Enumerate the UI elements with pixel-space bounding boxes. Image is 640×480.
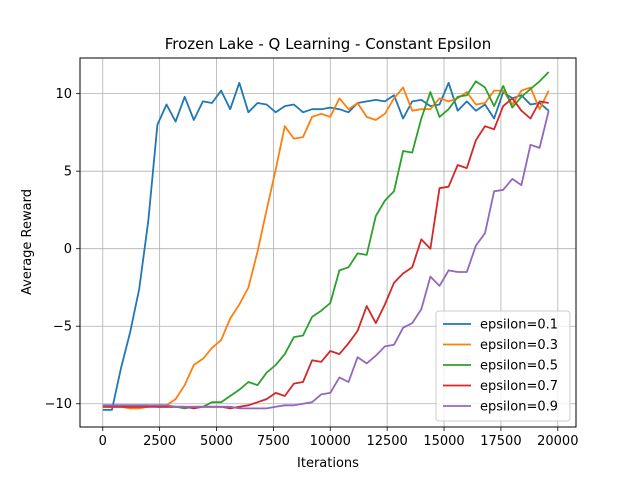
x-axis-label: Iterations bbox=[297, 456, 359, 471]
x-tick-label: 5000 bbox=[200, 434, 233, 449]
y-tick-label: −10 bbox=[45, 397, 72, 412]
x-tick-label: 10000 bbox=[310, 434, 351, 449]
x-tick-label: 2500 bbox=[143, 434, 176, 449]
y-tick-label: 5 bbox=[64, 165, 72, 180]
legend-entry-label: epsilon=0.3 bbox=[480, 338, 558, 353]
chart-title: Frozen Lake - Q Learning - Constant Epsi… bbox=[165, 35, 491, 53]
legend: epsilon=0.1 epsilon=0.3 epsilon=0.5 epsilon… bbox=[435, 310, 571, 422]
series-line-5 bbox=[102, 110, 550, 410]
legend-entry-label: epsilon=0.5 bbox=[480, 359, 558, 374]
legend-entry-label: epsilon=0.7 bbox=[480, 379, 558, 394]
x-tick-label: 17500 bbox=[480, 434, 521, 449]
series-line-2 bbox=[102, 86, 550, 410]
y-tick-label: 0 bbox=[64, 242, 72, 257]
ticks: 0 2500 5000 7500 10000 12500 15000 17500 20000 −1… bbox=[45, 87, 579, 449]
legend-box bbox=[435, 310, 571, 422]
x-tick-label: 7500 bbox=[257, 434, 290, 449]
x-tick-label: 0 bbox=[99, 434, 107, 449]
legend-entry-label: epsilon=0.1 bbox=[480, 318, 558, 333]
x-tick-label: 12500 bbox=[366, 434, 407, 449]
x-tick-label: 20000 bbox=[537, 434, 578, 449]
x-tick-label: 15000 bbox=[423, 434, 464, 449]
legend-entry-label: epsilon=0.9 bbox=[480, 400, 558, 415]
plot-frame bbox=[79, 57, 577, 428]
y-tick-label: −5 bbox=[53, 320, 72, 335]
series-lines bbox=[102, 71, 550, 411]
series-line-1 bbox=[102, 81, 550, 411]
y-tick-label: 10 bbox=[55, 87, 72, 102]
grid bbox=[80, 58, 576, 427]
y-axis-label: Average Reward bbox=[20, 189, 35, 295]
